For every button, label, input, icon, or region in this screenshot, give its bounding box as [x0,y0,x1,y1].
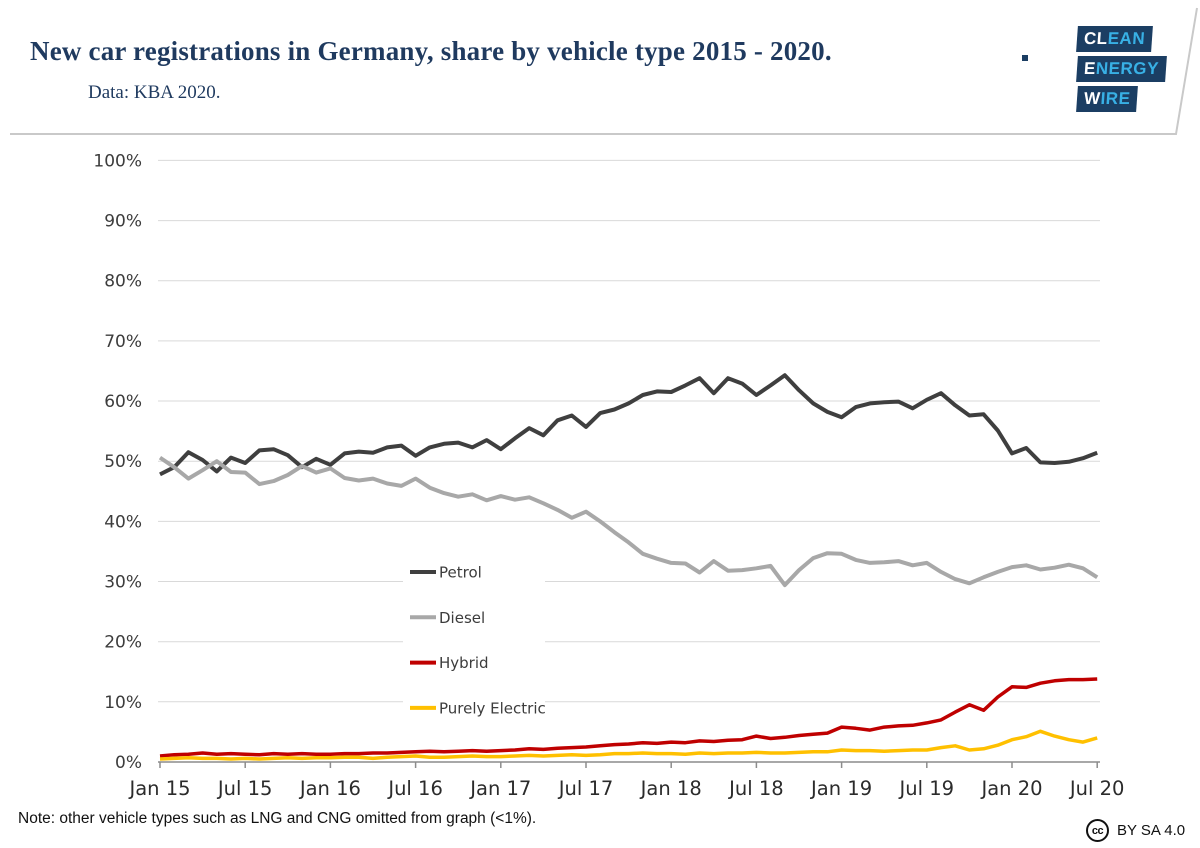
y-tick-label: 30% [104,573,142,593]
x-tick-label: Jul 17 [557,777,614,800]
x-tick-label: Jul 16 [386,777,443,800]
hybrid-line [159,677,1098,758]
y-tick-label: 20% [104,633,142,653]
license-badge: cc BY SA 4.0 [1086,819,1185,842]
y-tick-label: 40% [104,512,142,532]
y-tick-label: 0% [115,753,142,773]
gridlines [158,159,1100,763]
x-tick-label: Jan 15 [127,777,190,800]
license-label: BY SA 4.0 [1117,822,1186,839]
diesel-line [158,455,1099,588]
legend-label: Petrol [439,564,482,582]
legend: Petrol Diesel Hybrid Purely Electric [403,554,546,726]
petrol-line [159,373,1098,477]
x-tick-label: Jan 16 [298,777,361,800]
cc-icon: cc [1086,819,1109,842]
y-tick-label: 100% [93,151,142,171]
y-tick-label: 60% [104,392,142,412]
x-tick-label: Jan 17 [468,777,531,800]
series-lines [158,373,1099,761]
x-tick-label: Jan 20 [979,777,1042,800]
y-tick-label: 10% [104,693,142,713]
legend-label: Hybrid [439,654,489,672]
tick-labels: 0% 10% 20% 30% 40% 50% 60% 70% 80% 90% 100% Jan 15 J… [93,151,1124,800]
data-source-label: Data: KBA 2020. [88,82,221,103]
x-tick-label: Jul 18 [727,777,784,800]
logo-dot [1022,55,1028,61]
x-tick-label: Jan 18 [639,777,702,800]
purely-electric-line [159,729,1098,761]
footnote: Note: other vehicle types such as LNG an… [18,810,537,827]
legend-label: Purely Electric [439,699,546,717]
y-tick-label: 90% [104,212,142,232]
page-title: New car registrations in Germany, share … [30,36,832,66]
x-tick-label: Jul 20 [1068,777,1125,800]
y-tick-label: 80% [104,272,142,292]
x-tick-label: Jul 19 [898,777,955,800]
legend-label: Diesel [439,609,485,627]
header-divider [10,7,1198,135]
x-tick-label: Jul 15 [216,777,273,800]
y-tick-label: 50% [104,452,142,472]
y-tick-label: 70% [104,332,142,352]
legend-background [403,554,545,726]
x-tick-label: Jan 19 [809,777,872,800]
axes [158,761,1100,768]
